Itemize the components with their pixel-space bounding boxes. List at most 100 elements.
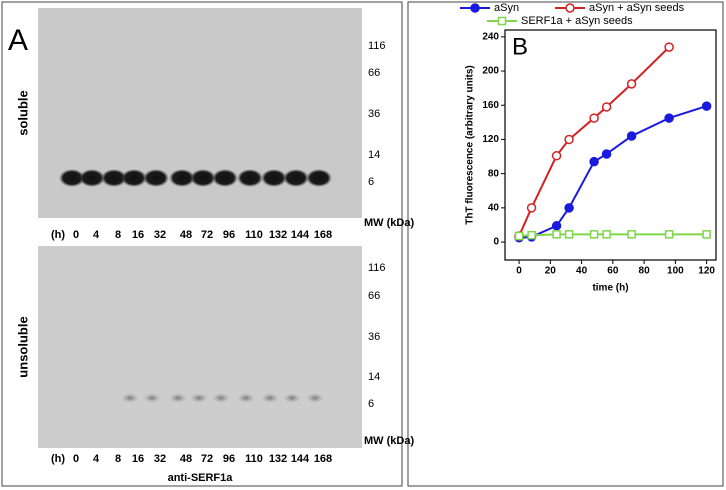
band [283, 169, 309, 187]
lane-label: 144 [291, 229, 310, 241]
band [237, 393, 255, 403]
x-tick-label: 40 [576, 266, 588, 277]
marker [589, 113, 599, 123]
legend-label: aSyn + aSyn seeds [589, 2, 685, 14]
lane-label: 96 [223, 229, 235, 241]
series-line [518, 105, 707, 239]
y-tick-label: 0 [493, 237, 499, 248]
mw-label: 36 [368, 108, 380, 120]
band [101, 169, 127, 187]
mw-unit: MW (kDa) [364, 435, 414, 447]
band [59, 169, 85, 187]
band [212, 393, 230, 403]
x-tick-label: 80 [639, 266, 651, 277]
y-tick-label: 80 [488, 168, 500, 179]
panel-b-frame [407, 1, 724, 487]
band [306, 393, 324, 403]
lane-label: 132 [269, 229, 287, 241]
marker [602, 230, 611, 239]
marker [514, 231, 524, 241]
antibody-label: anti-SERF1a [168, 472, 234, 484]
band [261, 169, 287, 187]
hours-label: (h) [51, 453, 65, 465]
marker [664, 230, 674, 239]
y-axis-label: ThT fluorescence (arbitrary units) [465, 65, 476, 224]
series-line [518, 46, 670, 237]
y-tick-label: 240 [482, 31, 499, 42]
hours-label: (h) [51, 229, 65, 241]
marker [701, 101, 712, 111]
marker [564, 203, 574, 213]
plot-frame [504, 29, 717, 261]
x-tick-label: 20 [545, 266, 557, 277]
marker [564, 230, 574, 239]
marker [527, 230, 536, 240]
mw-unit: MW (kDa) [364, 217, 414, 229]
marker [601, 102, 612, 112]
band [169, 169, 195, 187]
marker [664, 42, 674, 52]
lane-label: 168 [314, 453, 332, 465]
lane-label: 144 [291, 453, 310, 465]
lane-label: 168 [314, 229, 332, 241]
blot-label: soluble [15, 90, 30, 136]
panel-a-frame [1, 1, 403, 487]
mw-label: 6 [368, 398, 374, 410]
panel-letter: B [512, 33, 528, 60]
lane-label: 32 [154, 453, 166, 465]
marker [551, 221, 562, 231]
mw-label: 6 [368, 176, 374, 188]
marker [627, 230, 636, 239]
lane-label: 8 [115, 229, 121, 241]
legend-marker [565, 3, 575, 13]
lane-label: 4 [93, 229, 100, 241]
mw-label: 66 [368, 67, 380, 79]
lane-label: 16 [132, 229, 144, 241]
band [283, 393, 301, 403]
lane-label: 32 [154, 229, 166, 241]
lane-label: 110 [245, 453, 263, 465]
lane-label: 110 [245, 229, 263, 241]
marker [589, 230, 599, 239]
band [237, 169, 263, 187]
marker [564, 134, 574, 145]
band [190, 393, 208, 403]
blot [38, 246, 362, 448]
x-tick-label: 60 [607, 266, 619, 277]
x-axis-label: time (h) [592, 283, 628, 294]
band [121, 393, 139, 403]
y-tick-label: 200 [482, 66, 499, 77]
band [143, 169, 169, 187]
lane-label: 132 [269, 453, 287, 465]
lane-label: 72 [201, 453, 213, 465]
marker [551, 150, 562, 161]
legend-label: SERF1a + aSyn seeds [521, 15, 633, 27]
marker [626, 79, 637, 89]
mw-label: 116 [368, 40, 386, 52]
lane-label: 0 [73, 229, 79, 241]
marker [601, 149, 612, 159]
x-tick-label: 0 [516, 266, 522, 277]
band [190, 169, 216, 187]
y-tick-label: 40 [488, 202, 500, 213]
band [212, 169, 238, 187]
marker [702, 230, 711, 239]
lane-label: 0 [73, 453, 79, 465]
x-tick-label: 100 [667, 266, 684, 277]
blot-label: unsoluble [15, 316, 30, 377]
band [261, 393, 279, 403]
marker [589, 156, 599, 167]
legend-marker [470, 3, 480, 13]
lane-label: 4 [93, 453, 100, 465]
marker [626, 131, 637, 141]
band [143, 393, 161, 403]
lane-label: 48 [180, 229, 192, 241]
series-line [518, 233, 707, 238]
band [306, 169, 332, 187]
panel-letter: A [8, 24, 28, 57]
lane-label: 48 [180, 453, 192, 465]
band [169, 393, 187, 403]
legend-label: aSyn [494, 2, 519, 14]
